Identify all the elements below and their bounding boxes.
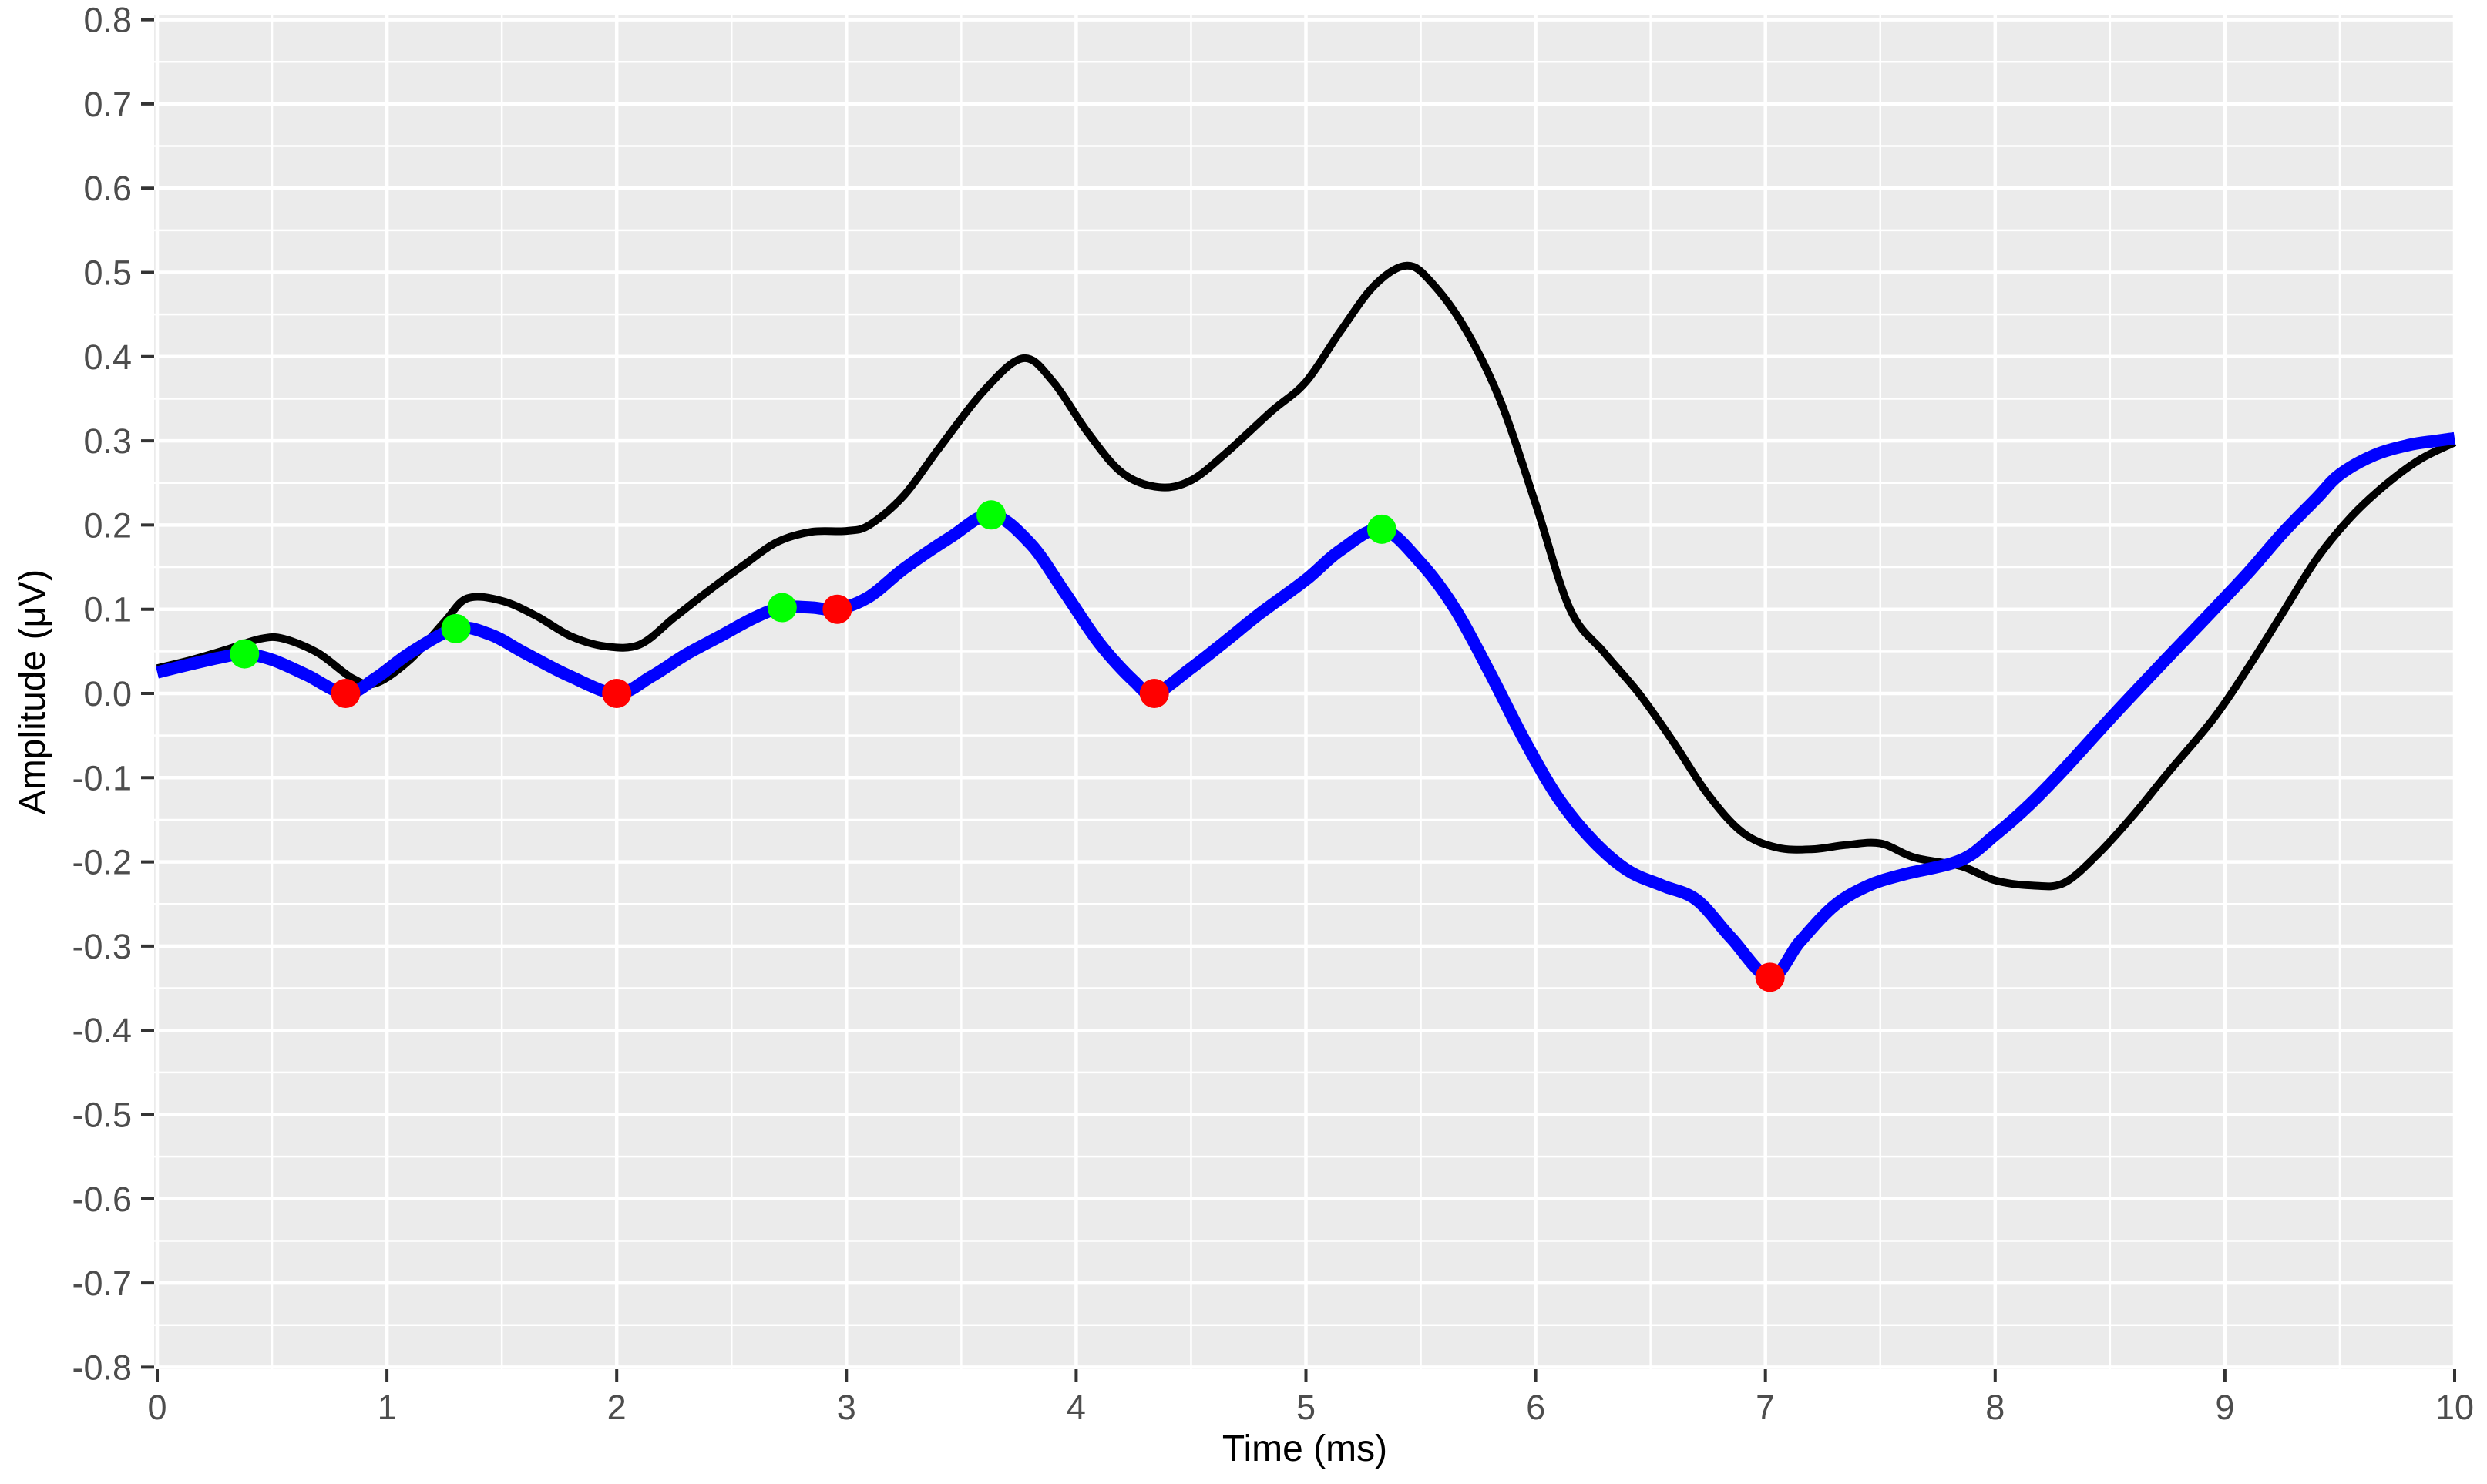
- x-axis-tick-label: 0: [147, 1388, 166, 1427]
- y-axis-tick-label: 0.7: [83, 85, 132, 124]
- x-axis-tick-label: 9: [2215, 1388, 2234, 1427]
- red-trough-marker: [1755, 962, 1785, 992]
- black-waveform-line: [156, 261, 2457, 891]
- x-axis-title: Time (ms): [1222, 1429, 1387, 1469]
- y-axis-tick-label: 0.1: [83, 590, 132, 630]
- y-axis-title: Amplitude (μV): [12, 569, 53, 814]
- y-axis-tick-label: 0.4: [83, 337, 132, 377]
- y-axis-tick-label: -0.5: [72, 1096, 132, 1135]
- green-peak-marker: [767, 593, 797, 623]
- green-peak-marker: [230, 639, 260, 669]
- x-axis-tick-label: 7: [1756, 1388, 1775, 1427]
- x-axis-tick-label: 10: [2435, 1388, 2474, 1427]
- red-trough-marker: [331, 679, 361, 708]
- x-axis-tick-label: 3: [837, 1388, 856, 1427]
- y-axis-tick-label: 0.0: [83, 674, 132, 713]
- red-trough-marker: [1139, 679, 1169, 708]
- y-axis-tick-label: -0.6: [72, 1180, 132, 1219]
- green-peak-marker: [441, 613, 471, 643]
- x-axis-tick-label: 8: [1985, 1388, 2005, 1427]
- red-trough-marker: [602, 679, 632, 708]
- blue-waveform-line: [156, 431, 2456, 984]
- x-axis-tick-label: 6: [1526, 1388, 1545, 1427]
- green-peak-marker: [1366, 514, 1396, 544]
- x-axis-tick-label: 4: [1067, 1388, 1086, 1427]
- y-axis-tick-label: 0.3: [83, 421, 132, 461]
- y-axis-tick-label: -0.4: [72, 1011, 132, 1050]
- y-axis-tick-label: 0.6: [83, 169, 132, 208]
- y-axis-tick-label: -0.7: [72, 1264, 132, 1303]
- y-axis-tick-label: -0.8: [72, 1348, 132, 1387]
- green-peak-marker: [976, 500, 1007, 530]
- red-trough-marker: [822, 594, 852, 624]
- y-axis-tick-label: 0.8: [83, 1, 132, 40]
- y-axis-tick-label: -0.1: [72, 758, 132, 797]
- x-axis-tick-label: 1: [378, 1388, 397, 1427]
- y-axis-tick-label: -0.3: [72, 927, 132, 966]
- x-axis-tick-label: 5: [1296, 1388, 1316, 1427]
- y-axis-tick-label: -0.2: [72, 843, 132, 882]
- y-axis-tick-label: 0.2: [83, 505, 132, 545]
- x-axis-tick-label: 2: [607, 1388, 627, 1427]
- chart-plot-area-group: 0.8 0.7 0.6 0.5 0.4 0.3 0.2 0.1 0.0 -0.1 -0.2 -0.3 -…: [72, 1, 2474, 1427]
- y-axis-tick-label: 0.5: [83, 253, 132, 293]
